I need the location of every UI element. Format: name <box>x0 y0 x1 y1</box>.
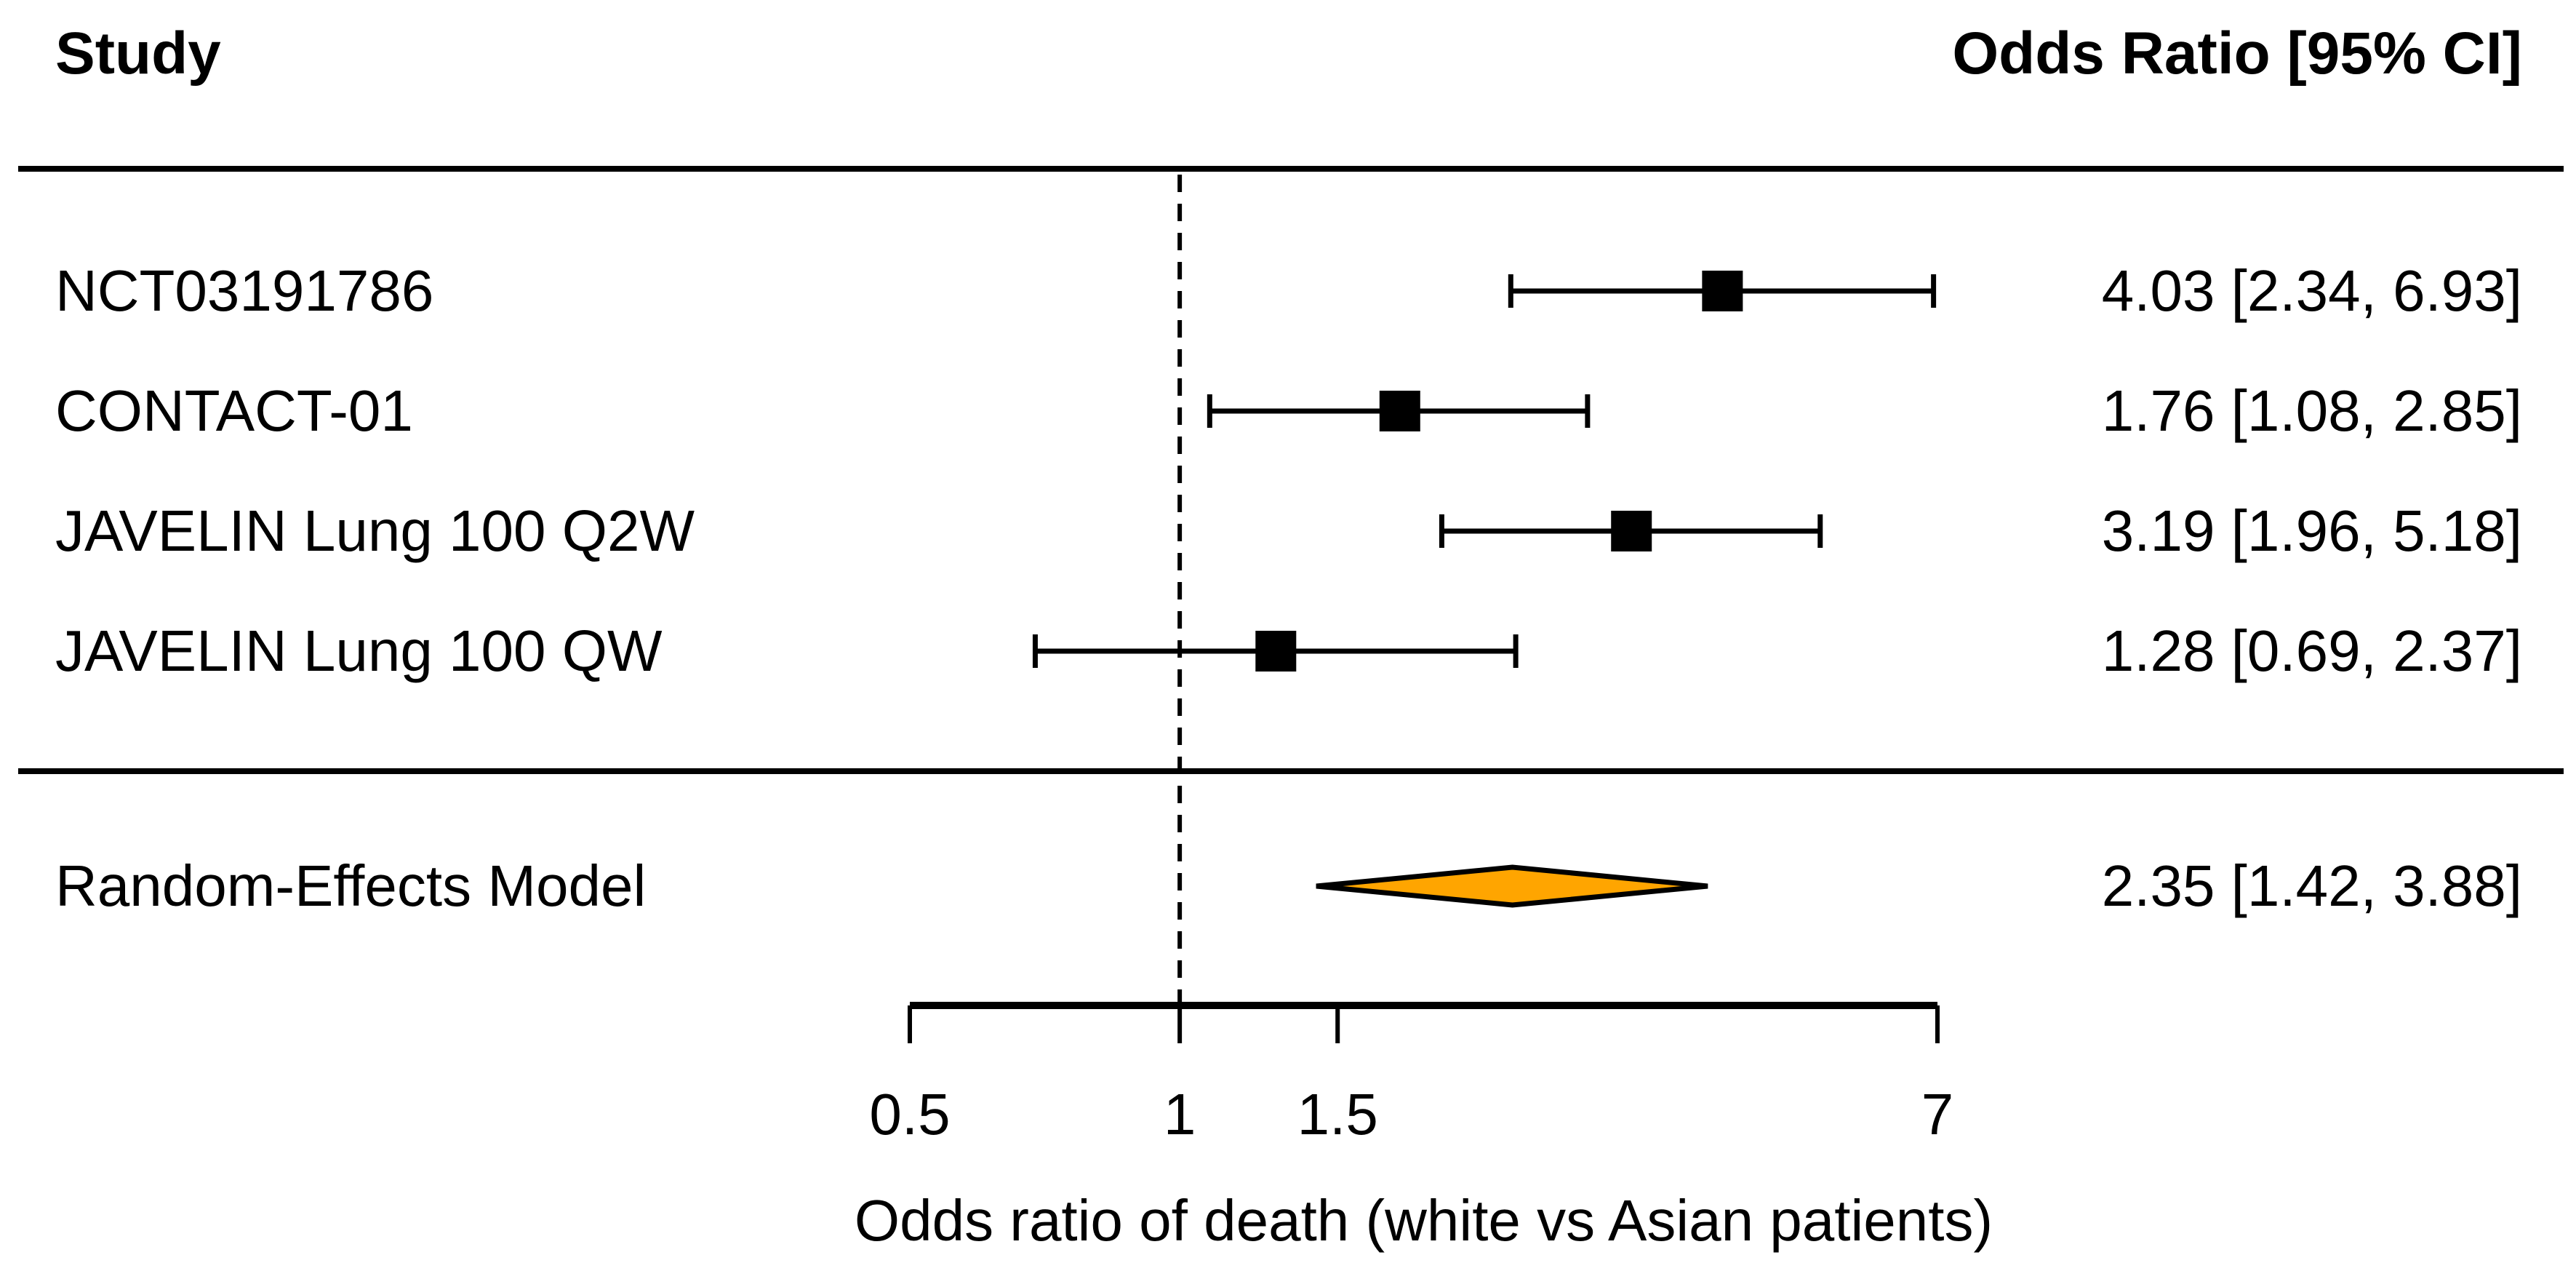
or-column-header: Odds Ratio [95% CI] <box>1952 20 2522 87</box>
or-value: 1.76 [1.08, 2.85] <box>2101 378 2522 443</box>
summary-or-value: 2.35 [1.42, 3.88] <box>2101 853 2522 918</box>
header-divider-line <box>18 166 2564 172</box>
or-square-marker <box>1379 391 1420 431</box>
study-label: JAVELIN Lung 100 Q2W <box>55 498 695 563</box>
study-label: JAVELIN Lung 100 QW <box>55 618 663 683</box>
summary-label: Random-Effects Model <box>55 853 647 918</box>
summary-divider-line <box>18 768 2564 774</box>
or-square-marker <box>1255 631 1297 672</box>
x-axis-tick-label: 1 <box>1163 1082 1196 1147</box>
or-value: 4.03 [2.34, 6.93] <box>2101 258 2522 323</box>
x-axis-tick-label: 1.5 <box>1297 1082 1378 1147</box>
summary-diamond <box>1316 864 1708 908</box>
or-square-marker <box>1702 271 1743 311</box>
x-axis-tick-label: 0.5 <box>869 1082 951 1147</box>
or-value: 1.28 [0.69, 2.37] <box>2101 618 2522 683</box>
study-label: CONTACT-01 <box>55 378 413 443</box>
x-axis-title: Odds ratio of death (white vs Asian pati… <box>854 1188 1993 1253</box>
study-column-header: Study <box>55 20 221 87</box>
or-value: 3.19 [1.96, 5.18] <box>2101 498 2522 563</box>
or-square-marker <box>1611 511 1652 551</box>
x-axis-tick-label: 7 <box>1921 1082 1954 1147</box>
study-label: NCT03191786 <box>55 258 434 323</box>
